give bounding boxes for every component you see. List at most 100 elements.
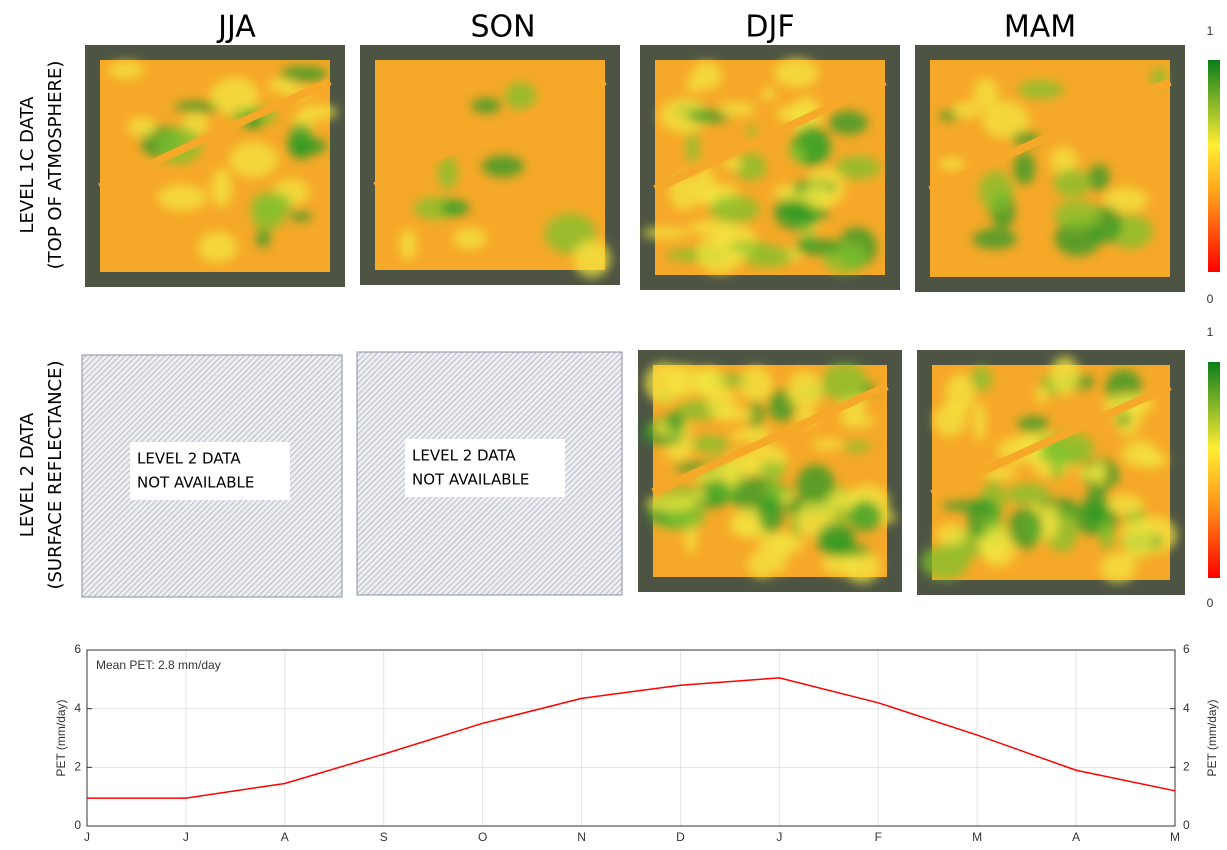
vegetation-patch: [287, 137, 327, 155]
vegetation-patch: [787, 371, 822, 411]
colorbar-max: 1: [1207, 24, 1214, 38]
x-tick-label: M: [1170, 830, 1180, 844]
vegetation-patch: [1018, 80, 1064, 99]
vegetation-patch: [921, 545, 969, 580]
vegetation-patch: [836, 156, 881, 180]
vegetation-patch: [979, 171, 1013, 211]
vegetation-patch: [1099, 519, 1114, 551]
y2-tick-label: 4: [1183, 701, 1190, 715]
vegetation-patch: [211, 168, 232, 207]
x-tick-label: J: [776, 830, 782, 844]
colorbar-max: 1: [1207, 325, 1214, 339]
x-tick-label: N: [577, 830, 586, 844]
vegetation-patch: [1088, 164, 1110, 191]
vegetation-patch: [471, 98, 501, 113]
vegetation-patch: [839, 416, 875, 427]
vegetation-patch: [686, 131, 699, 163]
vegetation-patch: [198, 232, 238, 263]
vegetation-patch: [1092, 460, 1106, 485]
vegetation-patch: [229, 142, 278, 178]
vegetation-patch: [1140, 451, 1167, 468]
x-tick-label: J: [183, 830, 189, 844]
vegetation-patch: [803, 182, 832, 209]
vegetation-patch: [280, 66, 328, 82]
y-tick-label: 2: [74, 760, 81, 774]
vegetation-patch: [505, 82, 537, 110]
vegetation-patch: [758, 496, 784, 533]
y2-axis-label: PET (mm/day): [1205, 699, 1219, 776]
vegetation-patch: [938, 157, 965, 170]
vegetation-patch: [728, 242, 772, 252]
vegetation-patch: [438, 156, 458, 189]
vegetation-patch: [1100, 553, 1136, 582]
plot-frame: [87, 650, 1175, 826]
x-tick-label: A: [1072, 830, 1080, 844]
line-series: [87, 678, 1175, 798]
vegetation-patch: [973, 229, 1018, 249]
row-label: LEVEL 2 DATA: [17, 412, 38, 537]
placeholder-text: NOT AVAILABLE: [137, 474, 254, 492]
vegetation-patch: [848, 502, 882, 532]
column-title: SON: [470, 10, 535, 45]
y2-tick-label: 2: [1183, 760, 1190, 774]
vegetation-patch: [1053, 169, 1090, 197]
vegetation-patch: [645, 362, 685, 403]
colorbar-min: 0: [1207, 596, 1214, 610]
vegetation-patch: [719, 102, 757, 116]
vegetation-patch: [453, 228, 487, 249]
vegetation-patch: [709, 196, 759, 224]
x-tick-label: A: [281, 830, 289, 844]
vegetation-patch: [441, 200, 470, 216]
vegetation-patch: [795, 239, 841, 255]
placeholder-text: LEVEL 2 DATA: [137, 450, 241, 468]
vegetation-patch: [972, 402, 986, 441]
vegetation-patch: [775, 533, 787, 573]
vegetation-patch: [1008, 508, 1043, 549]
annotation: Mean PET: 2.8 mm/day: [96, 658, 221, 672]
row-label: (SURFACE REFLECTANCE): [45, 360, 66, 589]
column-title: DJF: [745, 10, 794, 45]
vegetation-patch: [646, 495, 697, 511]
vegetation-patch: [829, 111, 868, 135]
vegetation-patch: [1050, 356, 1079, 395]
vegetation-patch: [759, 462, 786, 477]
vegetation-patch: [1014, 152, 1036, 185]
figure: JJASONDJFMAMLEVEL 1C DATA(TOP OF ATMOSPH…: [0, 0, 1227, 845]
vegetation-patch: [691, 435, 729, 453]
vegetation-patch: [937, 524, 966, 546]
vegetation-patch: [934, 403, 966, 437]
vegetation-patch: [573, 240, 610, 278]
vegetation-patch: [1018, 416, 1050, 433]
image-panels: [82, 45, 1185, 597]
vegetation-patch: [691, 62, 722, 90]
vegetation-patch: [705, 480, 731, 507]
vegetation-patch: [108, 62, 145, 79]
vegetation-patch: [971, 367, 992, 392]
x-tick-label: M: [972, 830, 982, 844]
vegetation-patch: [973, 78, 998, 108]
vegetation-patch: [694, 367, 724, 399]
vegetation-patch: [717, 408, 755, 421]
vegetation-patch: [952, 102, 981, 118]
vegetation-patch: [256, 229, 270, 248]
x-tick-label: O: [478, 830, 487, 844]
y-tick-label: 0: [74, 818, 81, 832]
placeholder-text: LEVEL 2 DATA: [412, 447, 516, 465]
vegetation-patch: [251, 192, 292, 218]
vegetation-patch: [762, 88, 777, 101]
vegetation-patch: [843, 441, 870, 452]
vegetation-patch: [400, 229, 417, 261]
vegetation-patch: [1035, 387, 1049, 403]
row-label: LEVEL 1C DATA: [17, 96, 38, 234]
column-title: JJA: [216, 10, 256, 45]
vegetation-patch: [746, 126, 758, 136]
vegetation-patch: [1121, 519, 1155, 559]
vegetation-patch: [793, 146, 806, 162]
placeholder-text: NOT AVAILABLE: [412, 471, 529, 489]
colorbar: [1208, 362, 1220, 578]
x-tick-label: S: [380, 830, 388, 844]
vegetation-patch: [642, 227, 689, 238]
colorbar-min: 0: [1207, 292, 1214, 306]
vegetation-patch: [774, 59, 818, 88]
vegetation-patch: [816, 523, 855, 557]
